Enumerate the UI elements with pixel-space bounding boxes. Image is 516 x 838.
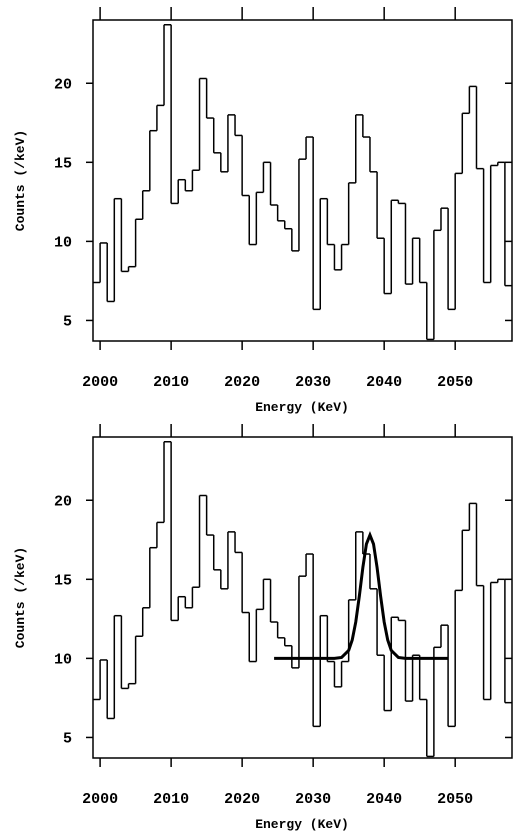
- x-tick-label: 2020: [224, 791, 260, 808]
- x-tick-label: 2050: [437, 791, 473, 808]
- y-tick-label: 15: [54, 155, 72, 172]
- y-tick-label: 10: [54, 234, 72, 251]
- x-tick-label: 2030: [295, 374, 331, 391]
- x-tick-label: 2010: [153, 374, 189, 391]
- x-tick-label: 2040: [366, 374, 402, 391]
- x-tick-label: 2020: [224, 374, 260, 391]
- y-axis-label: Counts (/keV): [13, 130, 28, 231]
- x-tick-label: 2010: [153, 791, 189, 808]
- x-tick-label: 2050: [437, 374, 473, 391]
- x-tick-label: 2000: [82, 791, 118, 808]
- y-tick-label: 20: [54, 493, 72, 510]
- plot-frame: [92, 436, 513, 759]
- y-tick-label: 15: [54, 572, 72, 589]
- plot-frame: [92, 19, 513, 342]
- x-axis-label: Energy (KeV): [255, 817, 349, 832]
- y-tick-label: 5: [63, 730, 72, 747]
- y-tick-label: 5: [63, 313, 72, 330]
- y-tick-label: 20: [54, 76, 72, 93]
- x-axis-label: Energy (KeV): [255, 400, 349, 415]
- fit-curve: [274, 530, 449, 660]
- x-tick-label: 2040: [366, 791, 402, 808]
- y-axis-label: Counts (/keV): [13, 547, 28, 648]
- x-tick-label: 2030: [295, 791, 331, 808]
- x-tick-label: 2000: [82, 374, 118, 391]
- y-tick-label: 10: [54, 651, 72, 668]
